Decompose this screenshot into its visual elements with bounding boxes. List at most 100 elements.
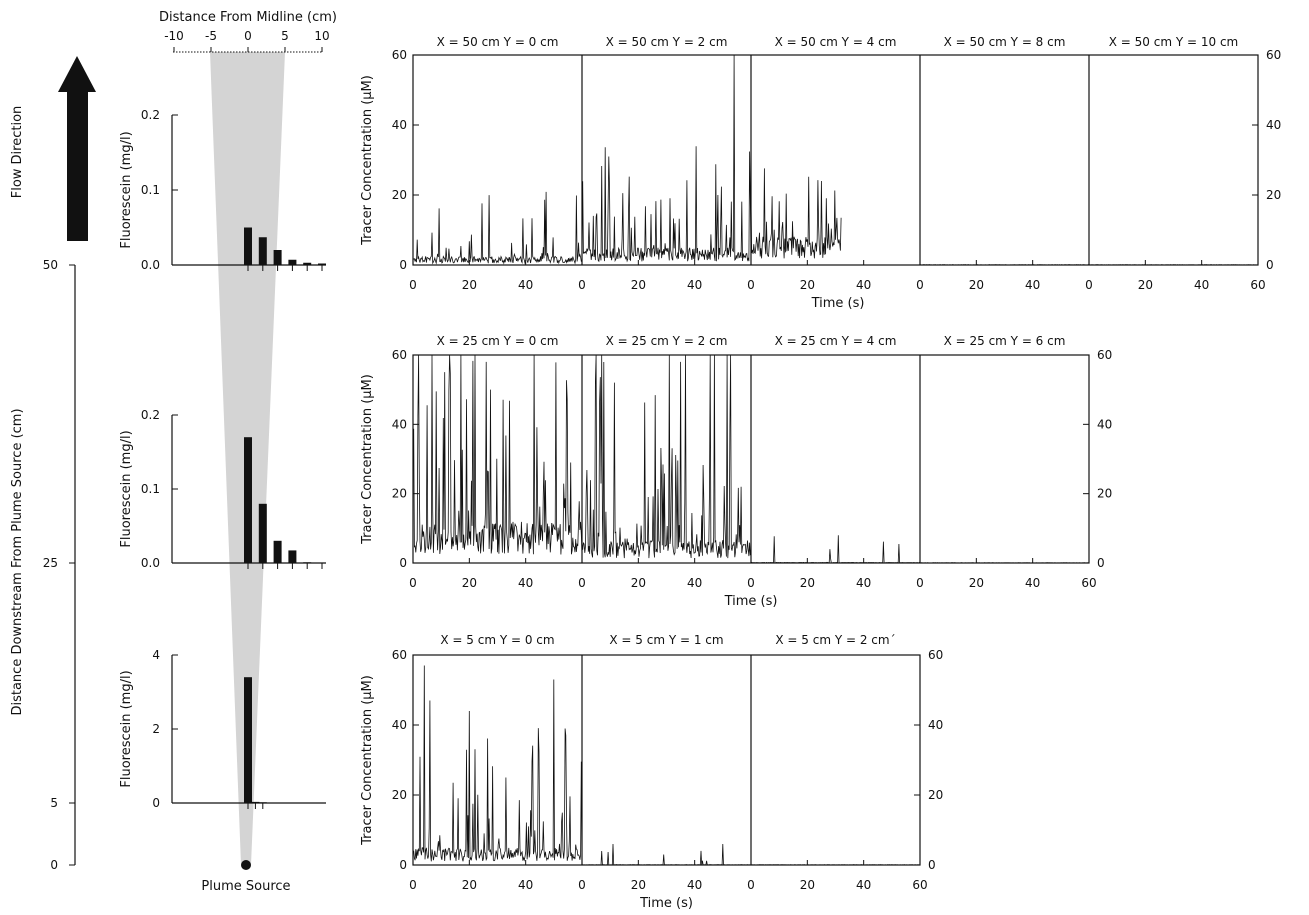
plume-source-label: Plume Source [201, 879, 290, 894]
y-tick-label-right: 0 [1097, 556, 1105, 570]
x-tick-label: 20 [631, 576, 646, 590]
profile-bar [288, 259, 297, 265]
x-tick-label: 40 [1025, 278, 1040, 292]
x-tick-label: 0 [409, 278, 417, 292]
y-tick-label-left: 20 [392, 788, 407, 802]
tracer-trace [581, 354, 752, 559]
y-tick-label-right: 0 [928, 858, 936, 872]
distance-tick-label: 5 [50, 796, 58, 810]
y-tick-label-left: 0 [399, 858, 407, 872]
midline-tick-label: -5 [205, 29, 217, 43]
tracer-trace [581, 843, 752, 866]
tracer-trace [412, 354, 583, 555]
x-tick-label: 40 [1194, 278, 1209, 292]
profile-5cm: 0 2 4 Fluorescein (mg/l) [119, 648, 326, 810]
profile-bar [244, 227, 252, 265]
profile-bar [258, 237, 267, 265]
midline-tick-label: -10 [164, 29, 184, 43]
panel-title: X = 5 cm Y = 1 cm [609, 633, 723, 647]
x-tick-label: 60 [1250, 278, 1265, 292]
profile-bar [288, 550, 297, 563]
y-tick-label-right: 60 [1097, 348, 1112, 362]
midline-tick-label: 5 [281, 29, 289, 43]
x-tick-label: 20 [1138, 278, 1153, 292]
x-tick-label: 40 [687, 576, 702, 590]
x-tick-label: 20 [800, 278, 815, 292]
panel-title: X = 25 cm Y = 6 cm [944, 334, 1066, 348]
y-tick-label-left: 60 [392, 348, 407, 362]
distance-axis-label: Distance Downstream From Plume Source (c… [10, 408, 25, 715]
x-tick-label: 0 [578, 576, 586, 590]
profile-bar [244, 677, 252, 803]
x-tick-label: 40 [518, 576, 533, 590]
distance-tick-label: 0 [50, 858, 58, 872]
x-tick-label: 20 [462, 278, 477, 292]
tracer-trace [750, 168, 842, 259]
panel-title: X = 50 cm Y = 10 cm [1109, 35, 1238, 49]
profile-bar [273, 540, 282, 563]
panel-title: X = 50 cm Y = 2 cm [606, 35, 728, 49]
x-tick-label: 0 [916, 576, 924, 590]
y-tick-label-left: 60 [392, 48, 407, 62]
profile-bar [273, 250, 282, 265]
y-tick-label-right: 60 [1266, 48, 1281, 62]
panel-25-2: X = 25 cm Y = 4 cm 0 20 40 [747, 334, 921, 590]
x-tick-label: 60 [1081, 576, 1096, 590]
y-tick-label-right: 40 [1097, 417, 1112, 431]
x-tick-label: 40 [518, 878, 533, 892]
panel-25-1: X = 25 cm Y = 2 cm 0 20 40 [578, 334, 752, 590]
y-tick-label-left: 40 [392, 417, 407, 431]
panel-25-0: X = 25 cm Y = 0 cm 0 20 40 [409, 334, 583, 590]
panel-5-2: X = 5 cm Y = 2 cm´ 0 20 40 60 [747, 633, 927, 892]
x-tick-label: 0 [578, 878, 586, 892]
profile-bar [244, 437, 252, 563]
x-tick-label: 60 [912, 878, 927, 892]
tracer-trace [412, 665, 583, 862]
x-tick-label: 0 [409, 576, 417, 590]
x-tick-label: 20 [462, 878, 477, 892]
y-tick-label-right: 20 [1097, 487, 1112, 501]
panel-title: X = 50 cm Y = 0 cm [437, 35, 559, 49]
profile-y-label: Fluorescein (mg/l) [119, 131, 134, 248]
y-tick-label-left: 20 [392, 188, 407, 202]
tracer-y-label: Tracer Concentration (μM) [360, 374, 375, 545]
tracer-trace [750, 535, 921, 564]
x-tick-label: 40 [687, 278, 702, 292]
x-tick-label: 20 [631, 278, 646, 292]
x-tick-label: 20 [462, 576, 477, 590]
tracer-time-series: 0 0 20 20 40 40 60 60 Tracer Concentration (μM) X… [360, 35, 1281, 911]
panel-50-1: X = 50 cm Y = 2 cm 0 20 40 [578, 35, 752, 292]
profile-25cm: 0.0 0.1 0.2 Fluorescein (mg/l) [119, 408, 326, 570]
profile-y-tick-label: 0.1 [141, 482, 160, 496]
y-tick-label-left: 20 [392, 487, 407, 501]
panel-25-3: X = 25 cm Y = 6 cm 0 20 40 60 [916, 334, 1096, 590]
panel-title: X = 50 cm Y = 8 cm [944, 35, 1066, 49]
profile-y-tick-label: 0.2 [141, 108, 160, 122]
midline-axis: -10 -5 0 5 10 [164, 29, 330, 53]
x-tick-label: 20 [969, 576, 984, 590]
panel-50-0: X = 50 cm Y = 0 cm 0 20 40 [409, 35, 583, 292]
x-tick-label: 20 [800, 878, 815, 892]
tracer-y-label: Tracer Concentration (μM) [360, 675, 375, 846]
x-tick-label: 40 [856, 576, 871, 590]
x-tick-label: 40 [856, 278, 871, 292]
distance-tick-label: 50 [43, 258, 58, 272]
profile-y-tick-label: 0.0 [141, 258, 160, 272]
profile-bar [303, 262, 312, 265]
panel-title: X = 5 cm Y = 2 cm´ [775, 633, 895, 647]
profile-y-tick-label: 0 [152, 796, 160, 810]
fluorescein-profiles: 0.0 0.1 0.2 Fluorescein (mg/l) 0.0 0.1 0.2 Fluo… [119, 108, 326, 810]
profile-y-label: Fluorescein (mg/l) [119, 670, 134, 787]
panel-50-4: X = 50 cm Y = 10 cm 0 20 40 60 [1085, 35, 1265, 292]
x-tick-label: 0 [747, 278, 755, 292]
y-tick-label-right: 60 [928, 648, 943, 662]
profile-50cm: 0.0 0.1 0.2 Fluorescein (mg/l) [119, 108, 326, 272]
profile-bar [318, 263, 326, 265]
panel-50-2: X = 50 cm Y = 4 cm 0 20 40 [747, 35, 921, 292]
midline-tick-label: 0 [244, 29, 252, 43]
flow-direction-arrow [58, 56, 96, 241]
